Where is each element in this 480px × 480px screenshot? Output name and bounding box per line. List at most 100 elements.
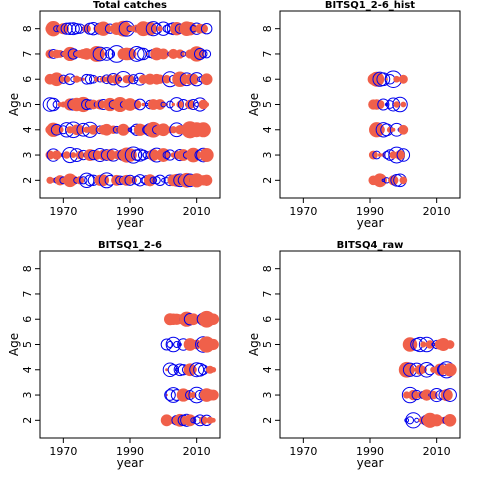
y-axis-label: Age	[247, 333, 261, 356]
bubble	[162, 74, 171, 84]
bubble	[207, 313, 220, 325]
panel-2: BITSQ1_2-6_hist 1970 1990 2010 2 3 4 5 6 7 8 year Ag…	[247, 0, 461, 230]
bubble	[66, 22, 80, 36]
y-tick-label: 7	[261, 50, 274, 57]
bubble	[389, 151, 398, 159]
bubble	[445, 340, 455, 349]
y-tick-label: 7	[21, 290, 34, 297]
bubble	[156, 123, 170, 137]
bubble	[176, 100, 184, 109]
y-axis-label: Age	[247, 93, 261, 116]
y-axis-label: Age	[7, 93, 21, 116]
bubble	[99, 47, 114, 61]
x-tick-label: 2010	[423, 205, 451, 218]
x-axis-label: year	[117, 216, 144, 230]
bubble	[101, 52, 106, 56]
bubble	[185, 99, 195, 110]
bubble	[78, 172, 95, 189]
bubble	[124, 146, 142, 164]
bubble	[443, 388, 457, 402]
bubble	[51, 150, 62, 160]
y-tick-label: 2	[261, 177, 274, 184]
bubble	[368, 150, 378, 160]
x-tick-label: 2010	[423, 445, 451, 458]
bubble	[443, 414, 457, 427]
bubble	[157, 25, 163, 32]
bubble	[141, 102, 146, 107]
bubble	[166, 341, 174, 348]
bubble	[200, 73, 213, 86]
x-tick-label: 1970	[289, 205, 317, 218]
bubble	[88, 124, 99, 135]
bubble	[430, 414, 443, 427]
bubble	[199, 49, 208, 59]
bubble	[160, 338, 173, 351]
bubble	[70, 152, 77, 159]
bubble	[111, 174, 123, 186]
x-tick-label: 2010	[183, 445, 211, 458]
bubble	[179, 172, 195, 188]
bubble	[46, 122, 61, 137]
bubble	[396, 148, 411, 162]
bubble	[169, 126, 177, 134]
x-tick-label: 1990	[356, 205, 384, 218]
y-tick-label: 6	[21, 76, 34, 83]
bubble	[82, 24, 91, 33]
bubble	[199, 416, 208, 425]
bubble	[204, 102, 210, 107]
bubble	[200, 22, 213, 35]
bubble	[405, 416, 415, 425]
bubble	[411, 367, 416, 372]
x-tick-label: 1970	[49, 205, 77, 218]
bubble	[170, 22, 184, 36]
bubble	[123, 126, 130, 134]
bubble	[117, 77, 123, 82]
y-tick-label: 4	[261, 126, 274, 133]
bubble	[414, 417, 420, 423]
bubble	[210, 366, 217, 373]
y-tick-label: 6	[261, 76, 274, 83]
bubble	[57, 152, 63, 158]
bubble	[400, 101, 407, 108]
bubble	[385, 78, 388, 81]
x-axis-label: year	[357, 456, 384, 470]
bubble	[75, 150, 85, 160]
bubbles	[398, 336, 457, 429]
bubble	[433, 363, 447, 376]
y-axis-label: Age	[7, 333, 21, 356]
bubbles	[160, 310, 220, 427]
bubble	[81, 77, 85, 81]
bubble	[134, 77, 139, 82]
y-tick-label: 8	[261, 265, 274, 272]
bubble	[408, 389, 419, 401]
bubble	[207, 338, 219, 351]
x-tick-label: 1990	[356, 445, 384, 458]
bubble	[111, 74, 122, 85]
bubble	[101, 23, 112, 34]
bubble	[199, 148, 214, 163]
y-tick-label: 5	[21, 341, 34, 348]
bubble	[45, 49, 55, 59]
y-tick-label: 3	[21, 152, 34, 159]
bubble	[204, 127, 210, 133]
x-tick-label: 1970	[49, 445, 77, 458]
bubble	[42, 97, 58, 112]
bubble	[125, 74, 135, 84]
y-tick-label: 5	[261, 341, 274, 348]
bubble	[375, 124, 385, 135]
bubble	[168, 48, 179, 60]
bubble	[81, 73, 93, 85]
bubble	[175, 49, 185, 59]
bubble	[399, 176, 408, 185]
bubble	[178, 342, 182, 347]
bubble	[378, 153, 382, 158]
y-tick-label: 2	[21, 417, 34, 424]
bubble	[207, 389, 219, 401]
bubble	[165, 336, 182, 353]
x-tick-label: 1990	[116, 445, 144, 458]
y-tick-label: 8	[261, 25, 274, 32]
bubble	[377, 98, 390, 111]
y-tick-label: 3	[21, 392, 34, 399]
bubble	[420, 341, 427, 348]
